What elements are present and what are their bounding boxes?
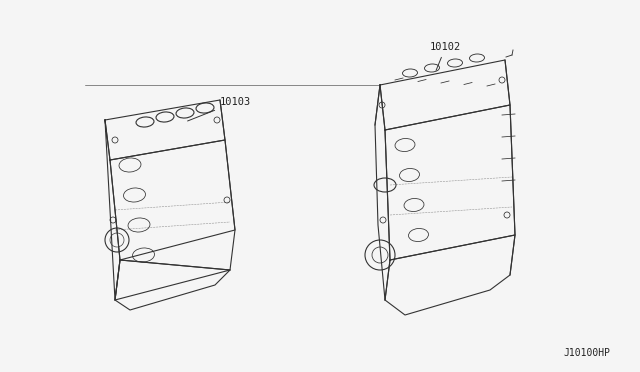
Text: 10102: 10102 <box>430 42 461 70</box>
Text: J10100HP: J10100HP <box>563 348 610 358</box>
Text: 10103: 10103 <box>188 97 252 121</box>
